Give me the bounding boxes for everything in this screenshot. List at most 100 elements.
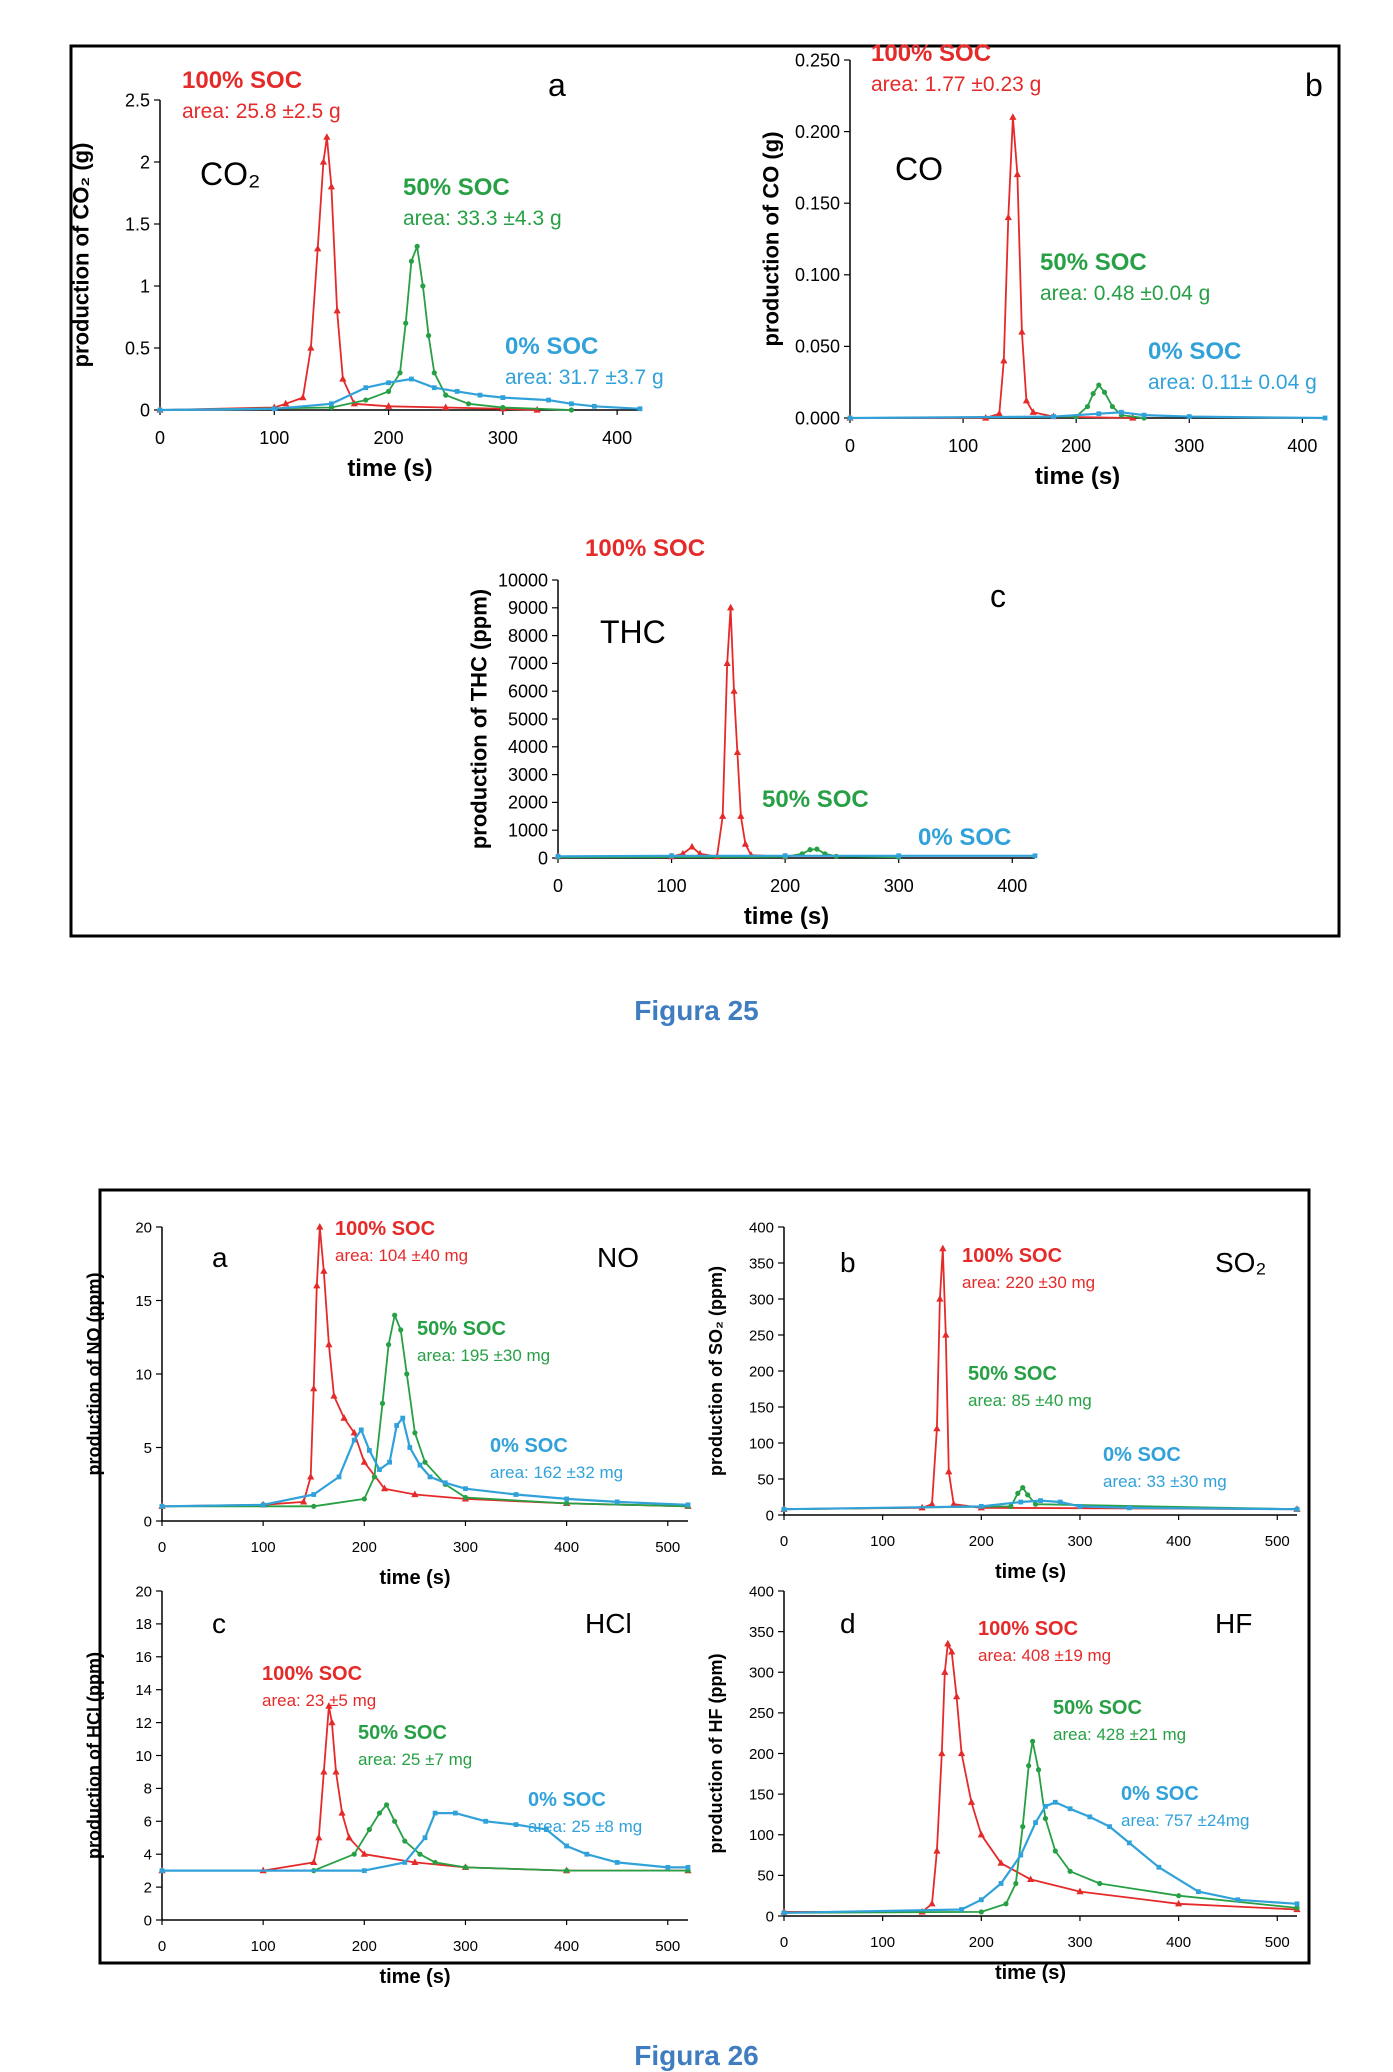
figure-26-frame: [98, 1188, 1311, 1965]
area-label: area: 33 ±30 mg: [1103, 1472, 1227, 1491]
series-line-100soc: [159, 136, 538, 411]
area-label: area: 162 ±32 mg: [490, 1463, 623, 1482]
data-point: [1294, 1905, 1300, 1911]
y-tick-label: 0: [144, 1912, 152, 1929]
x-tick-label: 400: [1166, 1934, 1191, 1951]
data-point: [513, 1822, 519, 1827]
data-point: [340, 1414, 348, 1421]
species-label: SO₂: [1215, 1247, 1266, 1278]
y-tick-label: 50: [757, 1868, 774, 1885]
data-point: [260, 1502, 266, 1508]
data-point: [1020, 1485, 1026, 1491]
data-point: [328, 404, 335, 411]
data-point: [1022, 396, 1031, 404]
data-point: [1033, 1820, 1038, 1825]
species-label: HCl: [585, 1608, 632, 1639]
data-point: [422, 1835, 428, 1841]
soc-label: 50% SOC: [403, 174, 510, 201]
y-axis-title: production of HF (ppm): [706, 1654, 726, 1854]
data-point: [402, 1838, 408, 1844]
y-tick-label: 15: [135, 1293, 152, 1310]
data-point: [1077, 1503, 1083, 1509]
y-tick-label: 20: [135, 1219, 152, 1236]
data-point: [379, 1400, 386, 1406]
data-point: [358, 1427, 364, 1433]
data-point: [665, 1864, 671, 1870]
fig25-panel-b: 0.000 0.050 0.100 0.150 0.200 0.250 0 100 200 300…: [758, 40, 1328, 490]
data-point: [320, 1267, 328, 1274]
data-point: [950, 1500, 958, 1507]
data-point: [998, 1881, 1004, 1886]
soc-label: 0% SOC: [1121, 1783, 1199, 1805]
x-tick-label: 200: [374, 428, 404, 448]
data-point: [513, 1492, 519, 1497]
data-point: [896, 853, 902, 859]
soc-label: 100% SOC: [978, 1618, 1078, 1640]
series-line-0soc: [783, 1499, 1298, 1511]
data-point: [685, 1502, 691, 1508]
data-point: [977, 1830, 985, 1838]
data-point: [386, 380, 391, 386]
data-point: [377, 1467, 382, 1472]
data-point: [564, 1868, 570, 1874]
y-tick-label: 0: [144, 1513, 152, 1530]
data-point: [814, 846, 820, 852]
data-point: [313, 1281, 321, 1289]
data-point: [807, 847, 813, 853]
data-point: [939, 1244, 947, 1252]
data-point: [400, 1415, 406, 1421]
y-tick-label: 18: [135, 1616, 152, 1633]
data-point: [1004, 213, 1012, 221]
data-point: [351, 1437, 357, 1443]
data-point: [584, 1851, 590, 1857]
data-point: [330, 1392, 338, 1399]
soc-label: 50% SOC: [358, 1722, 447, 1744]
data-point: [1126, 1505, 1132, 1511]
data-point: [360, 1458, 368, 1465]
data-point: [995, 409, 1003, 417]
data-point: [1038, 1498, 1043, 1503]
y-tick-label: 6000: [508, 682, 548, 702]
data-point: [1096, 382, 1102, 388]
y-tick-label: 10: [135, 1366, 152, 1383]
x-tick-label: 300: [884, 876, 914, 896]
area-label: area: 85 ±40 mg: [968, 1391, 1092, 1410]
y-tick-label: 1000: [508, 821, 548, 841]
y-tick-label: 150: [749, 1786, 774, 1803]
data-point: [1029, 408, 1037, 415]
x-tick-label: 100: [251, 1938, 276, 1955]
data-point: [1020, 1824, 1026, 1830]
y-tick-label: 14: [135, 1682, 152, 1699]
y-tick-label: 0.100: [795, 265, 840, 285]
data-point: [719, 812, 727, 819]
data-point: [427, 1474, 433, 1480]
x-tick-label: 100: [870, 1533, 895, 1550]
data-point: [1109, 403, 1115, 410]
y-axis-title: production of SO₂ (ppm): [706, 1266, 726, 1476]
y-tick-label: 100: [749, 1827, 774, 1844]
data-point: [959, 1907, 964, 1912]
data-point: [733, 748, 742, 755]
data-point: [157, 407, 163, 413]
data-point: [431, 385, 437, 391]
data-point: [1107, 1824, 1112, 1830]
data-point: [730, 687, 738, 694]
soc-label: 100% SOC: [182, 67, 302, 94]
x-tick-label: 400: [997, 876, 1027, 896]
x-tick-label: 100: [657, 876, 687, 896]
y-tick-label: 1.5: [125, 214, 150, 234]
soc-label: 50% SOC: [1040, 249, 1147, 276]
data-point: [1013, 1880, 1019, 1887]
data-point: [928, 1500, 936, 1507]
soc-label: 50% SOC: [968, 1363, 1057, 1385]
x-tick-label: 100: [251, 1539, 276, 1556]
data-point: [376, 1810, 383, 1816]
y-tick-label: 300: [749, 1291, 774, 1308]
x-tick-label: 400: [602, 428, 632, 448]
data-point: [408, 258, 415, 264]
data-point: [339, 375, 347, 382]
area-label: area: 1.77 ±0.23 g: [871, 73, 1041, 96]
